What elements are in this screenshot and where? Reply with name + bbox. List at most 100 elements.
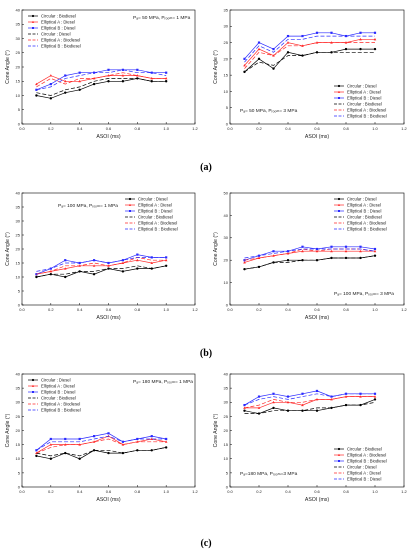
data-point [136, 74, 139, 77]
data-point [121, 270, 125, 273]
legend-label: Circular : Diesel [347, 83, 377, 88]
data-point [359, 392, 362, 395]
data-point [359, 249, 362, 253]
y-tick-label: 0 [226, 484, 229, 489]
y-tick-label: 10 [224, 280, 229, 285]
series-line [36, 432, 167, 451]
data-point [64, 91, 67, 94]
row-caption-c: (c) [200, 538, 211, 549]
y-tick-label: 40 [16, 190, 21, 195]
series-line [244, 250, 375, 263]
data-point [150, 261, 154, 264]
data-point [373, 37, 377, 41]
y-tick-label: 25 [16, 50, 21, 55]
legend-label: Elliptical B : Diesel [347, 95, 382, 100]
data-point [301, 392, 304, 395]
data-point [301, 245, 304, 248]
legend-marker [337, 203, 341, 206]
data-point [64, 451, 67, 455]
legend-label: Elliptical A : Diesel [41, 383, 75, 388]
data-point [344, 249, 348, 253]
legend-marker [31, 20, 35, 23]
data-point [301, 259, 304, 262]
legend-label: Circular : Biodiesel [347, 101, 382, 106]
data-point [136, 253, 139, 256]
data-point [64, 74, 67, 77]
data-point [286, 395, 290, 398]
x-tick-label: 0.8 [135, 489, 141, 494]
data-point [243, 409, 246, 412]
y-tick-label: 25 [16, 414, 21, 419]
legend-label: Circular : Diesel [347, 464, 377, 469]
y-tick-label: 20 [224, 258, 229, 263]
legend-marker [32, 391, 34, 393]
legend-marker [338, 97, 340, 99]
data-point [92, 82, 96, 86]
y-tick-label: 5 [226, 105, 229, 110]
legend-marker [31, 14, 35, 18]
data-point [92, 264, 96, 267]
x-tick-label: 0.6 [106, 489, 112, 494]
x-tick-label: 0.8 [135, 126, 141, 131]
legend-label: Elliptical A : Biodiesel [41, 37, 80, 42]
y-tick-label: 25 [224, 40, 229, 45]
y-tick-label: 30 [224, 24, 229, 29]
series-line [244, 393, 375, 406]
data-point [257, 47, 261, 51]
data-point [64, 275, 67, 279]
data-point [136, 68, 139, 71]
legend-marker [31, 378, 35, 382]
data-point [286, 34, 290, 38]
x-tick-label: 0.2 [48, 489, 54, 494]
x-tick-label: 0.4 [285, 307, 291, 312]
data-point [107, 80, 110, 83]
series-line [36, 69, 167, 91]
y-tick-label: 0 [226, 302, 229, 307]
series-line [244, 32, 375, 60]
y-axis-label: Cone Angle (°) [213, 232, 219, 266]
legend-label: Elliptical B : Diesel [347, 476, 382, 481]
data-point [315, 389, 319, 393]
x-tick-label: 0.6 [314, 126, 320, 131]
legend-label: Elliptical B : Biodiesel [347, 113, 387, 118]
data-point [121, 451, 125, 455]
x-tick-label: 0.2 [256, 489, 262, 494]
legend-label: Circular : Diesel [41, 31, 71, 36]
data-point [107, 74, 110, 77]
legend-label: Elliptical A : Biodiesel [347, 220, 386, 225]
legend-label: Elliptical A : Diesel [347, 470, 381, 475]
series-line [244, 248, 376, 259]
legend-label: Circular : Biodiesel [347, 214, 382, 219]
data-point [272, 250, 275, 253]
data-point [107, 451, 110, 455]
y-tick-label: 5 [18, 470, 21, 475]
y-tick-label: 30 [224, 235, 229, 240]
data-point [330, 395, 333, 398]
data-point [301, 249, 304, 253]
x-tick-label: 0.8 [343, 307, 349, 312]
data-point [301, 54, 304, 57]
series-line [36, 447, 167, 457]
data-point [301, 34, 304, 38]
data-point [373, 254, 377, 257]
y-tick-label: 10 [224, 89, 229, 94]
x-tick-label: 0.4 [285, 126, 291, 131]
data-point [121, 443, 125, 446]
data-point [35, 94, 38, 97]
x-tick-label: 0.0 [227, 126, 233, 131]
legend-label: Elliptical B : Biodiesel [41, 43, 81, 48]
x-tick-label: 0.2 [48, 307, 54, 312]
x-axis-label: ASOI (ms) [96, 315, 120, 321]
y-axis-label: Cone Angle (°) [213, 50, 219, 84]
series-line [244, 35, 375, 63]
legend-marker [128, 203, 132, 206]
data-point [315, 409, 319, 412]
data-point [330, 256, 333, 260]
legend-label: Circular : Biodiesel [138, 214, 173, 219]
legend-label: Elliptical A : Diesel [347, 202, 381, 207]
legend-label: Elliptical B : Biodiesel [41, 407, 81, 412]
x-tick-label: 1.0 [163, 307, 169, 312]
y-tick-label: 35 [16, 22, 21, 27]
y-tick-label: 15 [224, 73, 229, 78]
